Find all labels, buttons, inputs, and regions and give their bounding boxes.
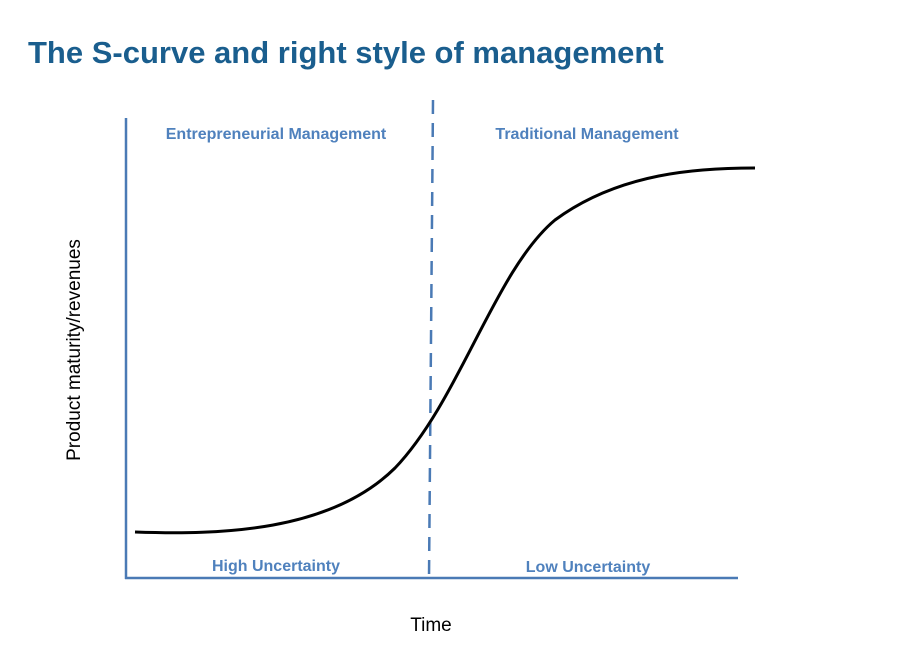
x-axis-label: Time [410, 615, 452, 636]
s-curve [134, 166, 756, 535]
region-label: Entrepreneurial Management [166, 126, 387, 143]
divider [427, 99, 435, 579]
region-label: High Uncertainty [212, 558, 340, 575]
region-label: Traditional Management [495, 126, 679, 143]
y-axis-label: Product maturity/revenues [64, 239, 85, 461]
title: The S-curve and right style of managemen… [28, 35, 664, 70]
region-label: Low Uncertainty [526, 559, 651, 576]
